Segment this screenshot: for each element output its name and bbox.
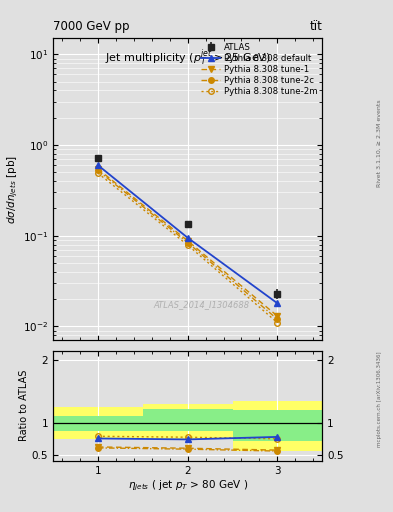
Text: ATLAS_2014_I1304688: ATLAS_2014_I1304688 [153,300,249,309]
Bar [233,411,322,441]
Y-axis label: $d\sigma/dn_{jets}$ [pb]: $d\sigma/dn_{jets}$ [pb] [6,155,20,224]
Legend: ATLAS, Pythia 8.308 default, Pythia 8.308 tune-1, Pythia 8.308 tune-2c, Pythia 8: ATLAS, Pythia 8.308 default, Pythia 8.30… [199,41,320,98]
Bar [143,409,233,431]
Text: 7000 GeV pp: 7000 GeV pp [53,20,130,33]
Text: Rivet 3.1.10, ≥ 2.3M events: Rivet 3.1.10, ≥ 2.3M events [377,99,382,187]
Text: mcplots.cern.ch [arXiv:1306.3436]: mcplots.cern.ch [arXiv:1306.3436] [377,352,382,447]
Bar [53,416,143,431]
Bar [233,401,322,452]
Text: tït: tït [309,20,322,33]
X-axis label: $\eta_{jets}$ ( jet $p_T$ > 80 GeV ): $\eta_{jets}$ ( jet $p_T$ > 80 GeV ) [127,478,248,493]
Y-axis label: Ratio to ATLAS: Ratio to ATLAS [19,370,29,441]
Bar [143,404,233,439]
Text: Jet multiplicity ($p_T^{jet}>$25 GeV): Jet multiplicity ($p_T^{jet}>$25 GeV) [105,48,271,68]
Bar [53,408,143,439]
